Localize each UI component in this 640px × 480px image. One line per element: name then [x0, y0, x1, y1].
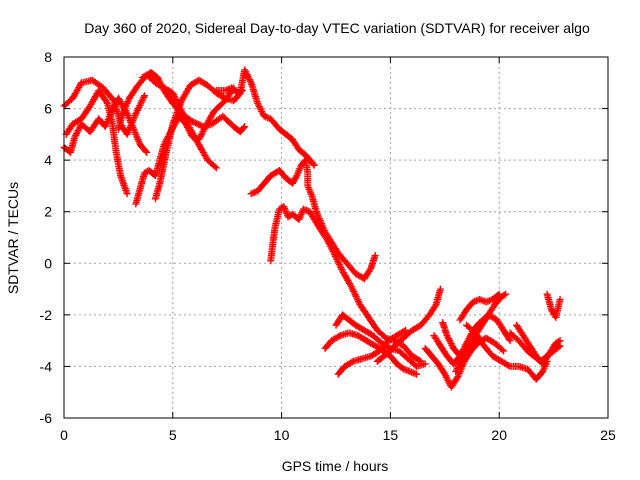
series-arc-13: [334, 326, 410, 378]
data-point-markers: [463, 321, 551, 383]
series-arc-18: [456, 290, 503, 324]
x-tick-labels: 0 5 10 15 20 25: [60, 427, 616, 443]
data-point-markers: [138, 69, 249, 136]
data-point-markers: [513, 321, 564, 368]
y-tick-label: -6: [40, 410, 53, 426]
y-tick-label: 2: [44, 204, 52, 220]
y-tick-label: -2: [40, 307, 53, 323]
series-arc-22: [513, 321, 564, 368]
x-tick-label: 10: [274, 427, 290, 443]
series-arc-19: [439, 319, 484, 360]
chart-title: Day 360 of 2020, Sidereal Day-to-day VTE…: [84, 20, 590, 36]
series-arc-3: [62, 87, 131, 198]
y-tick-labels: -6 -4 -2 0 2 4 6 8: [40, 49, 53, 426]
data-point-markers: [456, 290, 503, 324]
y-tick-label: -4: [40, 358, 53, 374]
data-point-markers: [212, 84, 246, 97]
data-marks: [60, 66, 564, 391]
series-arc-23: [543, 290, 564, 321]
series-arc-5: [132, 84, 238, 208]
series-arc-14: [373, 285, 444, 365]
x-tick-label: 25: [600, 427, 616, 443]
x-tick-label: 0: [60, 427, 68, 443]
series-arc-8: [212, 84, 246, 97]
x-tick-label: 20: [491, 427, 507, 443]
grid: [63, 56, 609, 419]
data-point-markers: [373, 285, 444, 365]
y-axis-label: SDTVAR / TECUs: [5, 182, 21, 294]
series-arc-7: [138, 69, 249, 136]
plot-frame: [63, 56, 609, 419]
data-point-markers: [334, 326, 410, 378]
x-tick-label: 5: [169, 427, 177, 443]
y-tick-label: 0: [44, 255, 52, 271]
y-tick-label: 4: [44, 152, 52, 168]
y-tick-label: 6: [44, 101, 52, 117]
data-point-markers: [439, 319, 484, 360]
y-tick-label: 8: [44, 49, 52, 65]
data-point-markers: [543, 290, 564, 321]
x-tick-label: 15: [383, 427, 399, 443]
data-point-markers: [132, 84, 238, 208]
data-point-markers: [62, 87, 131, 198]
series-arc-20: [463, 321, 551, 383]
x-axis-label: GPS time / hours: [282, 458, 389, 474]
